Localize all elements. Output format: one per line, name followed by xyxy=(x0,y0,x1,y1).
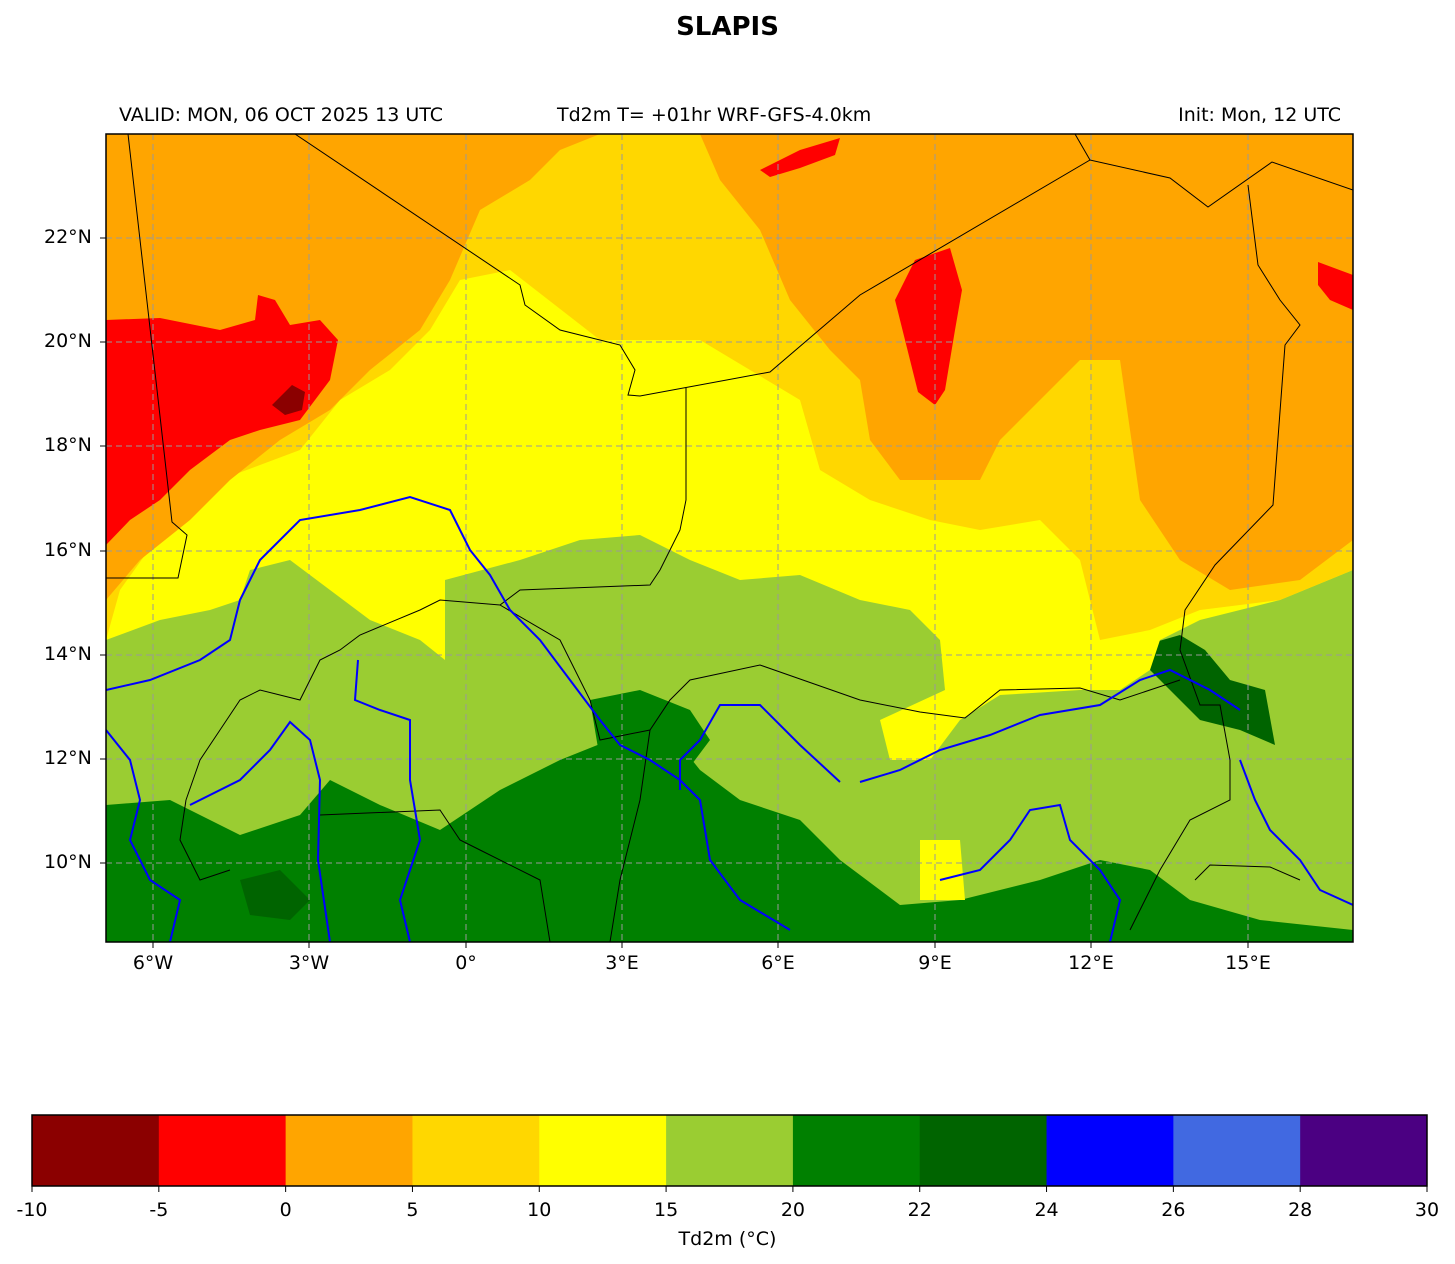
variable-label: Td2m T= +01hr WRF-GFS-4.0km xyxy=(557,104,872,126)
colorbar-tick-label: 22 xyxy=(907,1199,932,1221)
colorbar-tick-label: 15 xyxy=(653,1199,679,1221)
colorbar-tick-label: 28 xyxy=(1288,1199,1313,1221)
map-frame xyxy=(105,133,1354,943)
colorbar-swatch xyxy=(666,1115,794,1186)
colorbar-swatch xyxy=(285,1115,413,1186)
colorbar-tick-label: 30 xyxy=(1414,1199,1440,1221)
field-m10-m5 xyxy=(272,385,305,415)
colorbar-tick-label: 5 xyxy=(406,1199,419,1221)
border-line xyxy=(1179,184,1301,761)
river-chari xyxy=(1239,759,1353,906)
field-20-22 xyxy=(106,700,1353,942)
river-volta xyxy=(189,720,331,942)
lon-label: 3°W xyxy=(288,952,330,974)
colorbar-swatch xyxy=(539,1115,667,1186)
river-tributary xyxy=(939,803,1122,942)
field-22-24 xyxy=(240,870,310,920)
lat-label: 16°N xyxy=(44,539,92,561)
border-line xyxy=(1129,760,1231,931)
colorbar-swatch xyxy=(919,1115,1048,1186)
lon-label: 15°E xyxy=(1225,952,1271,974)
colorbar-swatch xyxy=(1300,1115,1428,1186)
lon-label: 6°E xyxy=(761,952,795,974)
colorbar-swatch xyxy=(1173,1115,1301,1186)
colorbar-tick-label: -5 xyxy=(149,1199,169,1221)
border-line xyxy=(106,134,188,579)
lat-label: 14°N xyxy=(44,643,92,665)
lon-label: 0° xyxy=(455,952,477,974)
colorbar-frame xyxy=(31,1114,1428,1187)
border-line xyxy=(185,388,687,801)
field-m5-0 xyxy=(106,295,338,545)
river-benue xyxy=(679,704,841,790)
lat-label: 18°N xyxy=(44,434,92,456)
colorbar-swatch xyxy=(32,1115,160,1186)
border-line xyxy=(319,809,551,942)
colorbar-tick-label: -10 xyxy=(16,1199,48,1221)
lat-label: 12°N xyxy=(44,747,92,769)
river-tributary xyxy=(353,659,422,942)
lon-label: 6°W xyxy=(132,952,174,974)
field-m5-0 xyxy=(760,138,840,177)
field-layer xyxy=(106,134,1353,942)
field-10-15 xyxy=(920,840,965,900)
gridlines xyxy=(106,134,1353,942)
field-m5-0 xyxy=(895,248,962,405)
field-m5-0 xyxy=(1318,262,1353,310)
map-title: SLAPIS xyxy=(676,12,779,42)
valid-time: VALID: MON, 06 OCT 2025 13 UTC xyxy=(119,104,444,126)
border-line xyxy=(179,799,231,881)
lat-label: 22°N xyxy=(44,226,92,248)
init-time: Init: Mon, 12 UTC xyxy=(1178,104,1341,126)
colorbar-swatch xyxy=(1046,1115,1174,1186)
lon-label: 12°E xyxy=(1068,952,1114,974)
lon-label: 3°E xyxy=(605,952,639,974)
colorbar-swatch xyxy=(158,1115,287,1186)
border-line xyxy=(499,604,1181,741)
border-line xyxy=(1194,864,1301,881)
river-tributary xyxy=(106,729,182,942)
river-niger xyxy=(106,495,791,931)
colorbar-tick-label: 26 xyxy=(1161,1199,1186,1221)
river-komadugu xyxy=(859,668,1241,783)
rivers xyxy=(106,495,1353,942)
colorbar-tick-label: 10 xyxy=(527,1199,552,1221)
border-line xyxy=(609,729,651,942)
colorbar xyxy=(31,1115,1428,1192)
lat-label: 10°N xyxy=(44,851,92,873)
colorbar-swatch xyxy=(792,1115,921,1186)
colorbar-label: Td2m (°C) xyxy=(678,1228,777,1250)
lon-label: 9°E xyxy=(918,952,952,974)
colorbar-tick-label: 24 xyxy=(1034,1199,1059,1221)
colorbar-tick-label: 0 xyxy=(279,1199,292,1221)
colorbar-swatch xyxy=(412,1115,540,1186)
tick-marks xyxy=(100,237,1249,948)
colorbar-tick-label: 20 xyxy=(780,1199,805,1221)
country-borders xyxy=(106,134,1353,942)
border-line xyxy=(294,134,1353,397)
border-line xyxy=(1074,134,1091,161)
field-0-5 xyxy=(106,134,1353,600)
lat-label: 20°N xyxy=(44,330,92,352)
